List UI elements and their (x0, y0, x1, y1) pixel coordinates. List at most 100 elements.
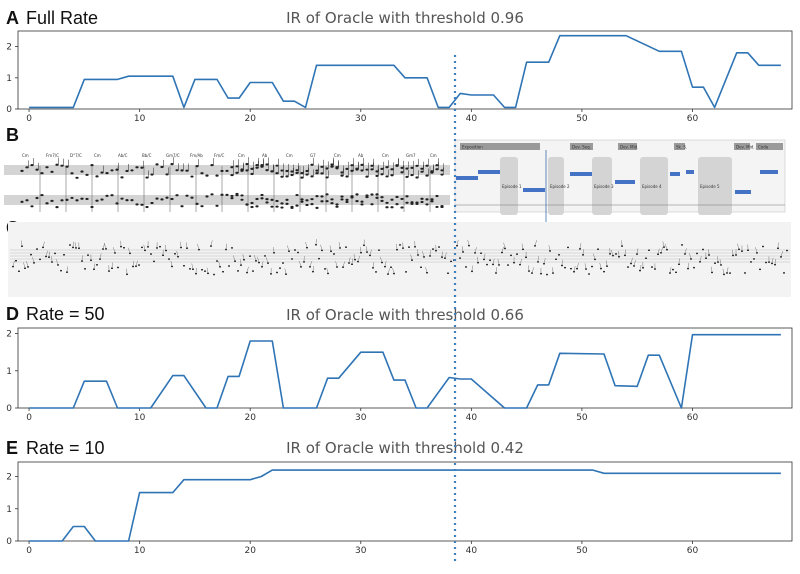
note-head (315, 169, 319, 172)
note-head (380, 199, 384, 202)
note-head (275, 199, 279, 203)
note-head (325, 167, 329, 170)
strip-note (345, 246, 347, 248)
note-head (435, 194, 439, 198)
strip-note (87, 254, 89, 256)
strip-note (120, 245, 122, 248)
note-head (300, 172, 304, 175)
note-head (350, 196, 354, 199)
strip-stem (180, 241, 182, 247)
strip-note (447, 272, 449, 274)
note-head (215, 174, 219, 177)
strip-stem (265, 257, 269, 263)
strip-stem (579, 243, 582, 249)
strip-note (168, 258, 170, 260)
strip-note (486, 263, 488, 266)
note-head (305, 199, 309, 202)
strip-stem (21, 240, 23, 246)
strip-note (297, 251, 299, 254)
note-head (345, 200, 349, 204)
note-head (370, 164, 374, 167)
strip-note (780, 256, 782, 258)
note-head (250, 167, 254, 170)
strip-stem (326, 267, 329, 273)
strip-note (426, 272, 428, 274)
note-head (345, 167, 349, 170)
strip-stem (379, 256, 383, 262)
note-head (235, 194, 239, 197)
note-head (245, 163, 249, 166)
strip-note (207, 272, 209, 275)
strip-note (516, 253, 518, 255)
note-head (400, 171, 404, 174)
strip-note (111, 267, 113, 269)
strip-note (267, 262, 269, 264)
strip-stem (342, 261, 346, 267)
strip-note (558, 254, 560, 256)
note-head (225, 193, 229, 196)
strip-stem (633, 260, 636, 266)
strip-note (615, 253, 617, 255)
x-tick-label-e: 60 (687, 546, 699, 556)
strip-note (123, 247, 125, 249)
voice-entry-bar (478, 170, 500, 174)
strip-stem (780, 251, 784, 257)
note-head (270, 198, 274, 202)
strip-note (498, 264, 500, 266)
strip-note (762, 245, 764, 248)
strip-stem (126, 268, 128, 274)
strip-note (543, 263, 545, 265)
note-head (280, 175, 284, 178)
strip-stem (369, 249, 372, 255)
note-head (75, 199, 79, 202)
note-head (350, 169, 354, 172)
strip-stem (32, 257, 35, 263)
plot-frame-a (17, 30, 793, 110)
score-excerpt: Cm Fm7/C D°7/C Cm Ab/C Bb/C Gm7/C Fm/Ab Fm/C Cm Ab… (4, 153, 450, 212)
note-head (440, 173, 444, 176)
strip-note (369, 254, 371, 257)
strip-note (279, 267, 281, 269)
strip-stem (660, 247, 664, 253)
section-header-bar (756, 143, 783, 150)
note-head (435, 168, 439, 171)
strip-note (702, 248, 704, 251)
strip-note (522, 248, 524, 251)
note-head (245, 169, 249, 172)
strip-note (276, 271, 278, 274)
strip-stem (132, 260, 135, 266)
voice-entry-bar (686, 170, 694, 174)
note-head (25, 199, 29, 202)
strip-stem (444, 252, 447, 258)
strip-note (759, 268, 761, 271)
score-notes (20, 157, 444, 209)
strip-note (216, 260, 218, 262)
note-head (165, 173, 169, 176)
note-head (435, 164, 439, 167)
chord-label: Cm (286, 153, 293, 158)
y-tick-label-d: 1 (6, 367, 12, 377)
strip-note (285, 273, 287, 275)
strip-stem (261, 261, 264, 267)
note-head (310, 163, 314, 166)
note-head (320, 172, 324, 175)
note-head (200, 205, 204, 208)
note-head (360, 169, 364, 172)
voice-entry-bar (615, 180, 635, 184)
note-head (65, 165, 69, 168)
strip-note (579, 248, 581, 250)
strip-note (657, 253, 659, 255)
strip-note (663, 246, 665, 248)
note-head (345, 175, 349, 178)
note-head (425, 164, 429, 167)
strip-stem (312, 265, 315, 271)
x-tick-label-a: 60 (687, 114, 699, 124)
note-head (420, 200, 424, 204)
strip-stem (233, 255, 236, 261)
strip-stem (501, 246, 504, 252)
note-head (105, 194, 109, 198)
note-head (290, 173, 294, 177)
note-head (295, 204, 299, 207)
strip-stem (320, 244, 323, 250)
strip-stem (474, 247, 477, 253)
